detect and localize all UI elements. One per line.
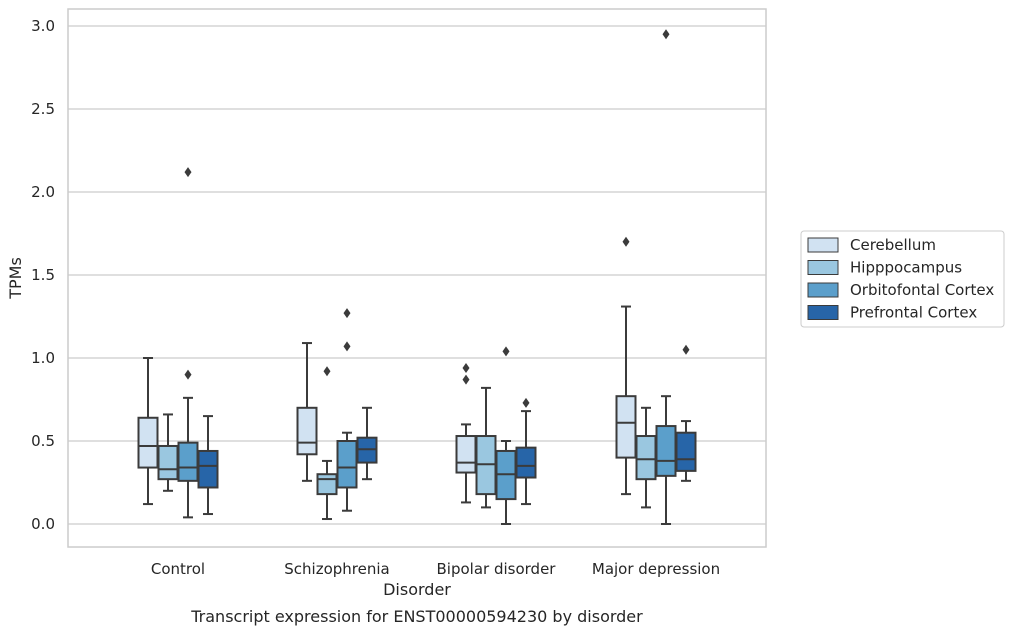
- legend-frame: [800, 230, 1005, 328]
- iqr-box: [515, 446, 537, 479]
- y-tick-label: 2.0: [31, 183, 55, 201]
- legend-label: Hipppocampus: [850, 259, 962, 277]
- iqr-box: [635, 435, 657, 481]
- box-1-1: [316, 366, 338, 521]
- outlier-point: [343, 308, 351, 319]
- y-axis-label: TPMs: [6, 257, 25, 300]
- box-2-3: [515, 397, 537, 506]
- outlier-point: [323, 366, 331, 377]
- y-tick-label: 1.5: [31, 266, 55, 284]
- outlier-point: [622, 236, 630, 247]
- legend-swatch: [807, 237, 839, 253]
- iqr-box: [615, 395, 637, 459]
- box-0-1: [157, 413, 179, 492]
- box-1-2: [336, 308, 358, 512]
- iqr-box: [197, 449, 219, 489]
- x-axis-ticks: Control Schizophrenia Bipolar disorder Majo…: [151, 560, 720, 578]
- box-0-3: [197, 415, 219, 516]
- chart-caption: Transcript expression for ENST0000059423…: [190, 607, 643, 626]
- y-tick-label: 0.5: [31, 432, 55, 450]
- y-tick-label: 0.0: [31, 515, 55, 533]
- iqr-box: [675, 431, 697, 472]
- iqr-box: [655, 425, 677, 477]
- x-axis-label: Disorder: [383, 580, 451, 599]
- iqr-box: [336, 440, 358, 489]
- outlier-point: [662, 29, 670, 40]
- y-tick-label: 1.0: [31, 349, 55, 367]
- outlier-point: [522, 397, 530, 408]
- box-3-1: [635, 406, 657, 509]
- legend-swatch: [807, 260, 839, 275]
- legend: Cerebellum Hipppocampus Orbitofontal Corte…: [800, 230, 1005, 328]
- iqr-box: [177, 441, 199, 482]
- legend-label: Cerebellum: [850, 236, 936, 254]
- box-3-2: [655, 29, 677, 525]
- iqr-box: [296, 406, 318, 456]
- outlier-point: [184, 167, 192, 178]
- outlier-point: [462, 374, 470, 385]
- outlier-point: [343, 341, 351, 352]
- outlier-point: [184, 369, 192, 380]
- legend-label: Orbitofontal Cortex: [850, 281, 994, 299]
- box-3-3: [675, 344, 697, 482]
- legend-label: Prefrontal Cortex: [850, 304, 977, 322]
- iqr-box: [455, 435, 477, 474]
- iqr-box: [137, 416, 159, 469]
- legend-swatch: [807, 282, 839, 298]
- x-tick-label: Control: [151, 560, 205, 578]
- box-0-0: [137, 357, 159, 506]
- box-1-0: [296, 342, 318, 482]
- outlier-point: [462, 362, 470, 373]
- box-3-0: [615, 236, 637, 496]
- boxes-layer: [137, 29, 697, 525]
- legend-swatch: [807, 305, 839, 320]
- y-axis-ticks: 0.0 0.5 1.0 1.5 2.0 2.5 3.0: [31, 17, 55, 533]
- y-tick-label: 3.0: [31, 17, 55, 35]
- box-1-3: [356, 406, 378, 481]
- outlier-point: [682, 344, 690, 355]
- x-tick-label: Major depression: [592, 560, 720, 578]
- iqr-box: [157, 444, 179, 481]
- x-tick-label: Schizophrenia: [284, 560, 389, 578]
- y-tick-label: 2.5: [31, 100, 55, 118]
- outlier-point: [502, 346, 510, 357]
- iqr-box: [316, 473, 338, 496]
- x-tick-label: Bipolar disorder: [437, 560, 557, 578]
